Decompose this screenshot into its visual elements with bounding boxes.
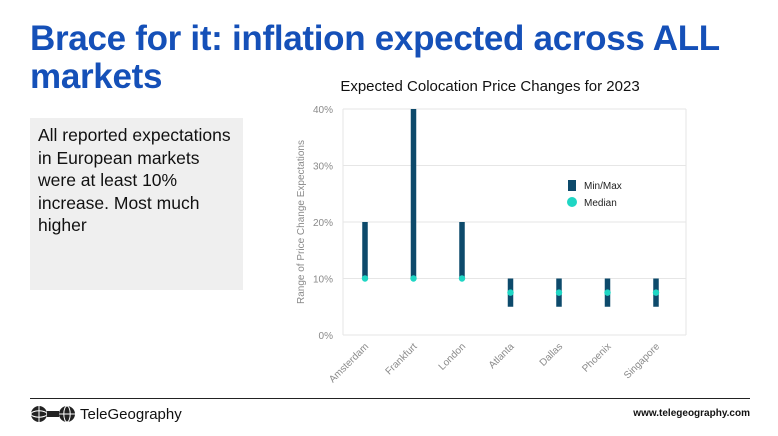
y-tick-label: 40% bbox=[313, 105, 333, 116]
x-tick-label: Phoenix bbox=[580, 341, 613, 374]
x-tick-label: Atlanta bbox=[487, 341, 517, 371]
slide-title: Brace for it: inflation expected across … bbox=[30, 19, 720, 96]
legend-minmax-label: Min/Max bbox=[584, 181, 622, 192]
legend-median-label: Median bbox=[584, 198, 617, 209]
globe-logo-icon bbox=[30, 405, 75, 423]
y-axis-label: Range of Price Change Expectations bbox=[296, 140, 307, 304]
y-tick-label: 20% bbox=[313, 218, 333, 229]
chart-plot: 0% 10% 20% 30% 40% Range of Price Change Expe… bbox=[296, 105, 687, 385]
median-point bbox=[507, 289, 514, 296]
x-tick-label: Amsterdam bbox=[327, 341, 371, 385]
minmax-bar bbox=[459, 222, 465, 279]
median-point bbox=[652, 289, 660, 296]
median-point bbox=[555, 289, 563, 296]
median-point bbox=[361, 275, 369, 282]
footer-url[interactable]: www.telegeography.com bbox=[633, 408, 750, 419]
footer-divider bbox=[30, 398, 750, 399]
callout-text: All reported expectations in European ma… bbox=[38, 125, 231, 235]
chart-title: Expected Colocation Price Changes for 20… bbox=[340, 78, 640, 95]
median-point bbox=[458, 275, 466, 282]
price-change-chart: Expected Colocation Price Changes for 20… bbox=[280, 74, 700, 404]
x-tick-label: London bbox=[437, 341, 468, 372]
telegeography-logo: TeleGeography bbox=[30, 404, 182, 424]
x-tick-label: Dallas bbox=[538, 341, 565, 368]
legend-median-swatch bbox=[567, 197, 577, 207]
y-tick-label: 0% bbox=[319, 331, 334, 342]
x-tick-label: Frankfurt bbox=[384, 341, 420, 377]
legend-minmax-swatch bbox=[568, 180, 576, 191]
brand-name: TeleGeography bbox=[80, 405, 182, 423]
minmax-bar bbox=[410, 109, 417, 279]
callout-box: All reported expectations in European ma… bbox=[30, 118, 243, 290]
minmax-bar bbox=[362, 222, 368, 279]
y-tick-label: 10% bbox=[313, 275, 333, 286]
median-point bbox=[604, 289, 611, 296]
y-tick-label: 30% bbox=[313, 162, 333, 173]
median-point bbox=[410, 275, 417, 282]
x-tick-label: Singapore bbox=[622, 341, 662, 381]
